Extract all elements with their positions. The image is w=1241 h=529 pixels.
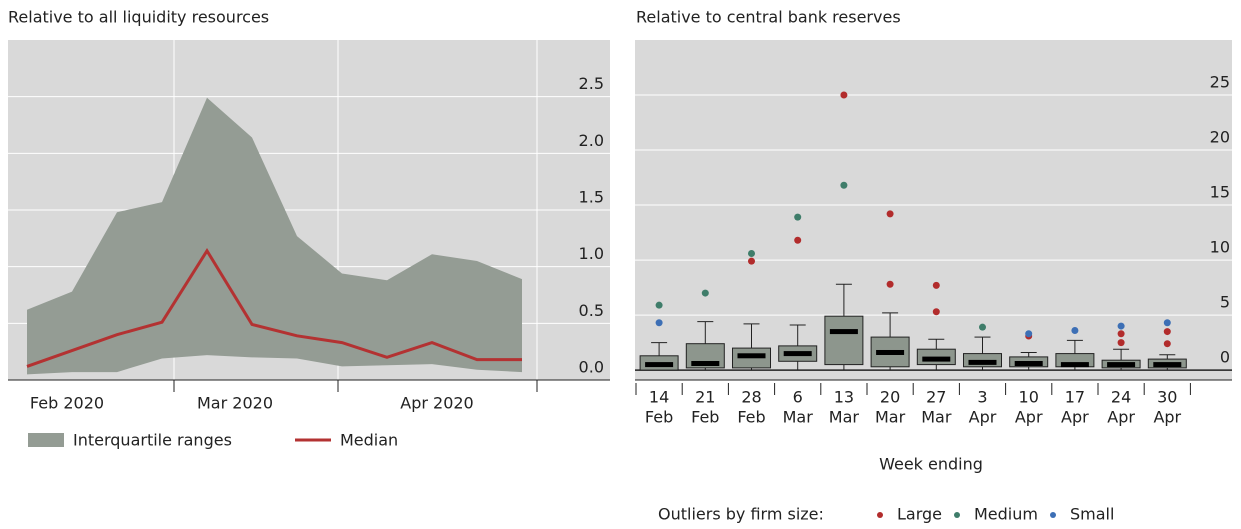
outlier [1163,340,1171,348]
legend-label: Medium [974,505,1038,524]
x-tick-label: 10 [1019,388,1039,407]
outlier [886,210,894,218]
median [691,360,720,366]
outlier [794,236,802,244]
x-tick-label: 6 [793,388,803,407]
outlier [794,213,802,221]
outlier [1071,326,1079,334]
outlier [655,319,663,327]
outlier [701,289,709,297]
outlier [748,249,755,257]
outlier [932,281,940,289]
x-tick-label: Apr [1015,408,1043,427]
x-tick-label: Mar 2020 [197,394,273,413]
y-tick-label: 15 [1210,183,1230,202]
x-tick-label: Mar [829,408,860,427]
x-tick-label: 28 [741,388,761,407]
median [829,329,858,335]
legend-swatch [1050,512,1056,518]
panel-title: Relative to all liquidity resources [8,8,269,27]
x-tick-label: Mar [783,408,814,427]
box [824,315,864,366]
x-tick-label: 17 [1065,388,1085,407]
x-tick-label: 14 [649,388,669,407]
outlier [886,280,894,288]
median [645,362,674,368]
x-tick-label: 13 [834,388,854,407]
x-tick-label: Apr [1061,408,1089,427]
legend-label: Large [897,505,942,524]
outlier [932,308,940,316]
x-tick-label: Feb [645,408,673,427]
x-tick-label: Apr 2020 [400,394,473,413]
x-tick-label: Apr [1107,408,1135,427]
legend-label: Small [1070,505,1114,524]
outlier [1025,330,1033,338]
legend-label: Interquartile ranges [73,431,232,450]
panel-title: Relative to central bank reserves [636,8,901,27]
median [783,351,812,357]
y-tick-label: 10 [1210,238,1230,257]
x-tick-label: 20 [880,388,900,407]
y-tick-label: 0 [1220,348,1230,367]
outlier [655,301,663,309]
x-tick-label: Feb [691,408,719,427]
outlier [979,323,986,331]
legend-swatch [877,512,883,518]
y-tick-label: 25 [1210,73,1230,92]
y-tick-label: 2.0 [579,131,604,150]
median [737,353,766,359]
plot-background [635,40,1232,380]
outlier [1117,339,1125,347]
x-tick-label: 3 [977,388,987,407]
y-tick-label: 1.0 [579,244,604,263]
median [1060,362,1089,368]
median [1014,360,1043,366]
median [1107,362,1136,368]
outlier [840,181,848,189]
x-tick-label: 21 [695,388,715,407]
x-tick-label: Feb [737,408,765,427]
outlier [1163,328,1171,336]
x-tick-label: 27 [926,388,946,407]
y-tick-label: 2.5 [579,74,604,93]
legend-swatch [954,512,960,518]
x-tick-label: Apr [969,408,997,427]
x-tick-label: Apr [1153,408,1181,427]
median [968,359,997,365]
x-tick-label: Mar [875,408,906,427]
x-axis-title: Week ending [879,455,983,474]
median-line [26,247,522,368]
median [922,356,951,362]
y-tick-label: 20 [1210,128,1230,147]
x-tick-label: 24 [1111,388,1131,407]
y-tick-label: 5 [1220,293,1230,312]
outlier [1117,330,1125,338]
outlier [1117,322,1125,330]
legend-title: Outliers by firm size: [658,505,824,524]
iqr-area [27,97,522,375]
legend-label: Median [340,431,398,450]
legend-swatch [28,433,64,447]
x-tick-label: Feb 2020 [30,394,104,413]
y-tick-label: 0.5 [579,301,604,320]
x-tick-label: Mar [921,408,952,427]
outlier [1163,319,1171,327]
outlier [840,91,848,99]
outlier [748,257,755,265]
x-tick-label: 30 [1157,388,1177,407]
median [1153,362,1182,368]
y-tick-label: 0.0 [579,358,604,377]
median [876,349,905,355]
y-tick-label: 1.5 [579,188,604,207]
